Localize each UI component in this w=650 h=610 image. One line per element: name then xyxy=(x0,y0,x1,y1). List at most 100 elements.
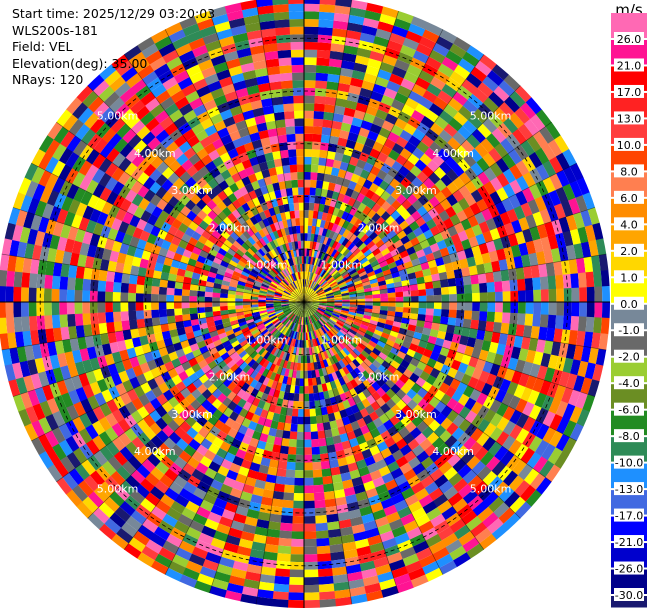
range-gate xyxy=(309,280,314,288)
range-gate xyxy=(418,255,428,265)
range-gate xyxy=(304,126,314,134)
range-gate xyxy=(339,161,350,172)
range-gate xyxy=(387,131,400,144)
range-gate xyxy=(355,102,368,113)
range-gate xyxy=(494,143,509,159)
range-gate xyxy=(494,201,507,216)
range-gate xyxy=(449,71,467,86)
range-gate xyxy=(340,290,349,295)
colorbar-tick-label: -21.0 xyxy=(615,536,643,549)
range-gate xyxy=(333,12,350,23)
range-gate xyxy=(323,285,331,291)
range-gate xyxy=(520,140,536,157)
range-gate xyxy=(514,107,531,125)
range-gate xyxy=(310,164,319,173)
range-gate xyxy=(337,254,345,263)
range-gate xyxy=(313,265,318,274)
range-gate xyxy=(304,26,319,35)
range-gate xyxy=(304,171,311,180)
range-gate xyxy=(461,79,478,95)
range-gate xyxy=(331,284,339,290)
range-gate xyxy=(440,174,453,187)
range-gate xyxy=(389,73,404,86)
range-gate xyxy=(353,166,364,177)
range-gate xyxy=(352,277,362,283)
range-gate xyxy=(342,248,351,257)
range-gate xyxy=(306,240,311,249)
range-gate xyxy=(311,149,321,158)
range-gate xyxy=(369,244,379,253)
range-gate xyxy=(325,246,332,255)
range-gate xyxy=(439,161,452,175)
range-gate xyxy=(563,166,577,184)
range-gate xyxy=(337,82,351,93)
range-gate xyxy=(357,253,366,262)
range-gate xyxy=(321,127,332,136)
range-gate xyxy=(535,109,552,127)
range-gate xyxy=(324,254,331,263)
range-gate xyxy=(376,276,386,283)
range-gate xyxy=(351,258,360,267)
range-gate xyxy=(366,172,377,183)
range-gate xyxy=(396,194,407,205)
range-gate xyxy=(411,258,421,267)
range-gate xyxy=(470,162,484,177)
range-gate xyxy=(440,186,453,199)
range-gate xyxy=(330,249,338,258)
range-gate xyxy=(528,183,542,200)
range-gate xyxy=(467,215,479,228)
range-gate xyxy=(524,119,540,136)
range-gate xyxy=(390,189,402,200)
range-gate xyxy=(325,291,334,295)
range-gate xyxy=(304,118,314,127)
range-gate xyxy=(471,128,487,144)
range-gate xyxy=(309,187,317,196)
range-gate xyxy=(508,112,525,129)
range-gate xyxy=(370,222,380,232)
range-gate xyxy=(518,242,529,257)
range-gate xyxy=(331,240,339,249)
range-gate xyxy=(325,158,335,168)
range-gate xyxy=(319,297,327,300)
range-gate xyxy=(389,220,400,230)
range-gate xyxy=(351,149,362,160)
range-gate xyxy=(412,50,430,64)
range-gate xyxy=(376,152,389,163)
range-gate xyxy=(322,119,333,129)
range-gate xyxy=(316,234,322,243)
range-gate xyxy=(546,206,559,222)
range-gate xyxy=(316,288,324,294)
range-gate xyxy=(316,49,331,59)
range-gate xyxy=(333,250,340,259)
colorbar-tick-label: 26.0 xyxy=(617,33,642,46)
range-gate xyxy=(324,263,331,272)
range-gate xyxy=(311,272,315,281)
range-gate xyxy=(372,290,381,295)
range-gate xyxy=(341,270,349,277)
range-gate xyxy=(347,22,364,33)
range-gate xyxy=(408,90,423,104)
range-gate xyxy=(355,286,364,291)
range-gate xyxy=(498,101,515,118)
range-gate xyxy=(412,128,426,142)
range-gate xyxy=(320,280,327,287)
range-gate xyxy=(398,165,411,178)
range-gate xyxy=(324,104,336,114)
range-gate xyxy=(345,250,353,259)
range-gate xyxy=(399,129,413,142)
range-gate xyxy=(356,47,372,59)
range-gate xyxy=(380,162,392,174)
range-gate xyxy=(445,206,457,218)
range-gate xyxy=(547,234,559,250)
range-gate xyxy=(401,199,413,210)
range-gate xyxy=(316,218,322,228)
range-gate xyxy=(527,199,540,215)
range-gate xyxy=(332,288,341,293)
range-gate xyxy=(488,204,500,219)
range-gate xyxy=(325,213,333,222)
range-gate xyxy=(533,131,548,149)
range-gate xyxy=(366,199,376,210)
range-gate xyxy=(378,284,388,291)
range-gate xyxy=(575,195,588,213)
range-gate xyxy=(423,189,435,201)
